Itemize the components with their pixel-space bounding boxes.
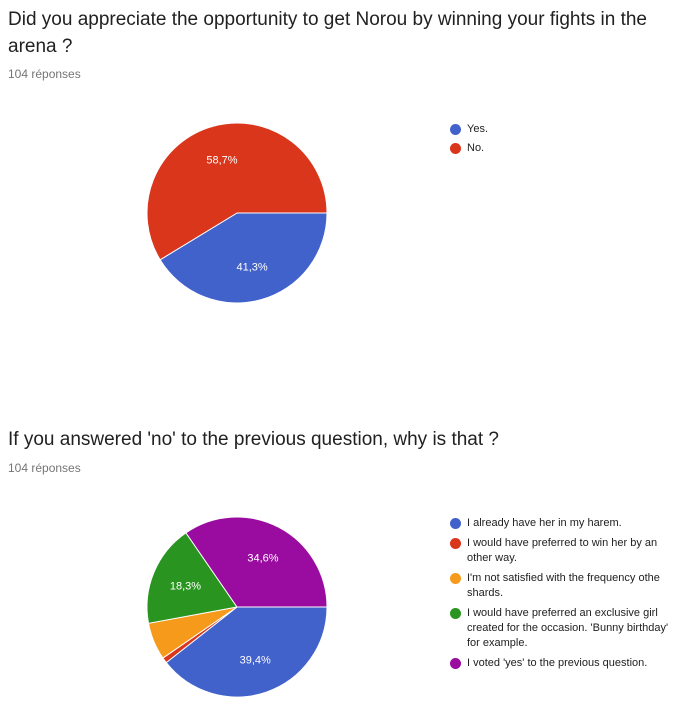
legend-item[interactable]: I'm not satisfied with the frequency oth…: [450, 571, 670, 601]
legend-swatch-icon: [450, 573, 461, 584]
legend-label: Yes.: [467, 123, 489, 135]
legend-label: I already have her in my harem.: [467, 517, 622, 529]
pie-slice[interactable]: [165, 606, 328, 698]
slice-label: 58,7%: [206, 154, 237, 166]
legend-label: I voted 'yes' to the previous question.: [467, 657, 648, 669]
pie-slice[interactable]: [146, 532, 238, 624]
question-card-1: Did you appreciate the opportunity to ge…: [0, 6, 678, 386]
chart-legend: Yes. No.: [450, 122, 650, 160]
pie-slice[interactable]: [159, 212, 328, 304]
legend-label: I would have preferred an exclusive girl…: [467, 607, 669, 649]
question-title: Did you appreciate the opportunity to ge…: [8, 9, 647, 57]
pie-chart: 41,3% 58,7%: [146, 122, 328, 304]
legend-item[interactable]: I voted 'yes' to the previous question.: [450, 656, 670, 671]
response-count: 104 réponses: [8, 461, 81, 475]
slice-label: 41,3%: [236, 262, 267, 274]
legend-item[interactable]: I would have preferred an exclusive girl…: [450, 606, 670, 651]
pie-slice[interactable]: [146, 122, 328, 261]
legend-swatch-icon: [450, 143, 461, 154]
legend-swatch-icon: [450, 124, 461, 135]
legend-item[interactable]: Yes.: [450, 122, 650, 137]
legend-swatch-icon: [450, 658, 461, 669]
slice-label: 34,6%: [247, 553, 278, 565]
legend-label: I would have preferred to win her by an …: [467, 537, 658, 564]
question-title: If you answered 'no' to the previous que…: [8, 429, 499, 450]
pie-slice[interactable]: [185, 516, 328, 608]
legend-swatch-icon: [450, 518, 461, 529]
chart-legend: I already have her in my harem. I would h…: [450, 516, 670, 676]
legend-swatch-icon: [450, 608, 461, 619]
legend-swatch-icon: [450, 538, 461, 549]
question-card-2: If you answered 'no' to the previous que…: [0, 426, 678, 711]
slice-label: 39,4%: [240, 655, 271, 667]
response-count: 104 réponses: [8, 67, 81, 81]
legend-label: No.: [467, 142, 485, 154]
legend-item[interactable]: I would have preferred to win her by an …: [450, 536, 670, 566]
slice-label: 18,3%: [170, 581, 201, 593]
legend-item[interactable]: I already have her in my harem.: [450, 516, 670, 531]
legend-label: I'm not satisfied with the frequency oth…: [467, 572, 660, 599]
legend-item[interactable]: No.: [450, 141, 650, 156]
pie-chart: 39,4% 18,3% 34,6%: [146, 516, 328, 698]
